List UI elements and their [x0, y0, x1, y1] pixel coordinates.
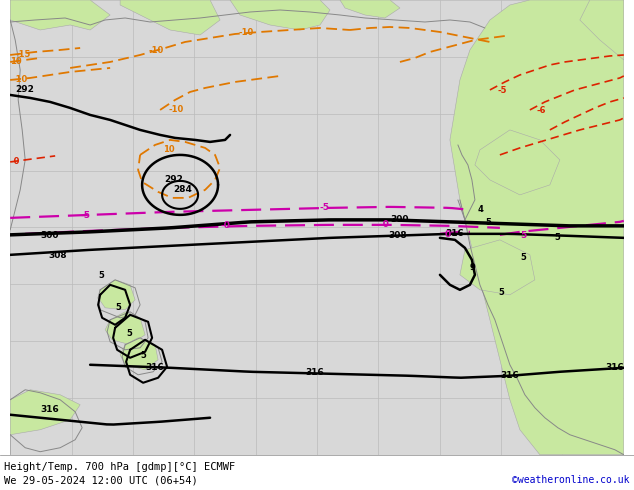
Text: -10: -10: [12, 75, 27, 84]
Text: 5: 5: [98, 271, 104, 280]
Text: -5: -5: [80, 211, 90, 220]
Text: -10: -10: [148, 46, 164, 55]
Text: 316: 316: [500, 371, 519, 380]
Text: -6: -6: [537, 106, 547, 115]
Polygon shape: [98, 280, 135, 310]
Polygon shape: [450, 0, 624, 455]
Text: 316: 316: [305, 368, 324, 377]
Polygon shape: [10, 0, 110, 30]
Text: 308: 308: [388, 231, 406, 240]
Text: -10: -10: [238, 28, 254, 37]
Polygon shape: [460, 240, 535, 295]
Text: We 29-05-2024 12:00 UTC (06+54): We 29-05-2024 12:00 UTC (06+54): [4, 476, 198, 486]
Text: 284: 284: [173, 185, 192, 194]
Polygon shape: [120, 338, 158, 370]
Text: 4: 4: [478, 205, 484, 214]
Text: -0: -0: [220, 221, 230, 230]
Text: 9: 9: [470, 263, 476, 272]
Text: 316: 316: [145, 363, 164, 372]
Text: 10: 10: [163, 145, 175, 154]
Text: 5: 5: [520, 231, 526, 240]
Text: Height/Temp. 700 hPa [gdmp][°C] ECMWF: Height/Temp. 700 hPa [gdmp][°C] ECMWF: [4, 462, 235, 472]
Text: 5: 5: [498, 288, 504, 297]
Text: -0: -0: [380, 220, 390, 229]
Text: -10: -10: [168, 105, 183, 114]
Polygon shape: [340, 0, 400, 18]
Text: 5: 5: [126, 329, 132, 338]
Text: -15: -15: [15, 50, 30, 59]
Text: 292: 292: [15, 85, 34, 94]
Text: 0: 0: [445, 230, 451, 239]
Text: 5: 5: [140, 351, 146, 360]
Text: 308: 308: [48, 251, 67, 260]
Text: 300: 300: [40, 231, 59, 240]
Text: 10: 10: [10, 57, 22, 66]
Text: 5: 5: [520, 253, 526, 262]
Text: 5: 5: [485, 218, 491, 227]
Text: 300: 300: [390, 215, 408, 224]
Text: 5: 5: [555, 233, 560, 242]
Text: 5: 5: [115, 303, 121, 312]
Text: 292: 292: [164, 175, 183, 184]
Text: -5: -5: [320, 203, 330, 212]
Text: 316: 316: [606, 363, 624, 372]
Text: -0: -0: [10, 157, 20, 166]
Polygon shape: [475, 130, 560, 195]
Text: ©weatheronline.co.uk: ©weatheronline.co.uk: [512, 475, 630, 485]
Polygon shape: [580, 0, 624, 60]
Text: -5: -5: [498, 86, 507, 95]
Text: 316: 316: [40, 405, 59, 414]
Polygon shape: [230, 0, 330, 30]
Text: 316: 316: [445, 229, 463, 238]
Polygon shape: [120, 0, 220, 35]
Polygon shape: [10, 390, 80, 455]
Polygon shape: [105, 312, 145, 345]
